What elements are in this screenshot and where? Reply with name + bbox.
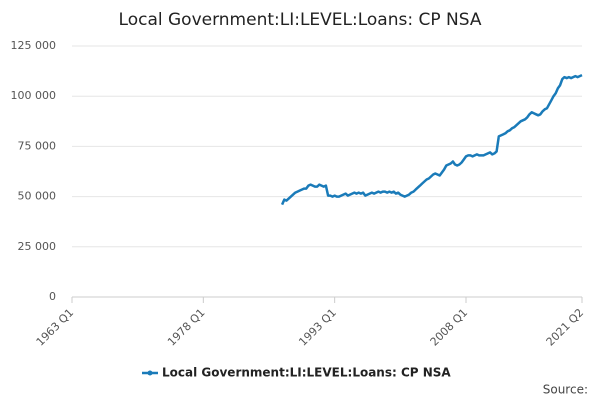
y-tick-label: 50 000: [18, 190, 57, 203]
x-tick-label: 1978 Q1: [165, 306, 208, 349]
x-tick-label: 2021 Q2: [544, 306, 587, 349]
x-tick-label: 1963 Q1: [34, 306, 77, 349]
y-tick-label: 25 000: [18, 240, 57, 253]
y-tick-label: 75 000: [18, 139, 57, 152]
x-tick-label: 2008 Q1: [428, 306, 471, 349]
y-tick-label: 100 000: [11, 89, 57, 102]
legend-label: Local Government:LI:LEVEL:Loans: CP NSA: [162, 366, 451, 380]
legend-marker: [147, 370, 153, 376]
chart-title: Local Government:LI:LEVEL:Loans: CP NSA: [119, 10, 482, 30]
line: [280, 73, 583, 206]
y-tick-label: 125 000: [11, 39, 57, 52]
source: Source:: [543, 383, 588, 397]
y-tick-label: 0: [49, 290, 56, 303]
x-tick-label: 1993 Q1: [296, 306, 339, 349]
